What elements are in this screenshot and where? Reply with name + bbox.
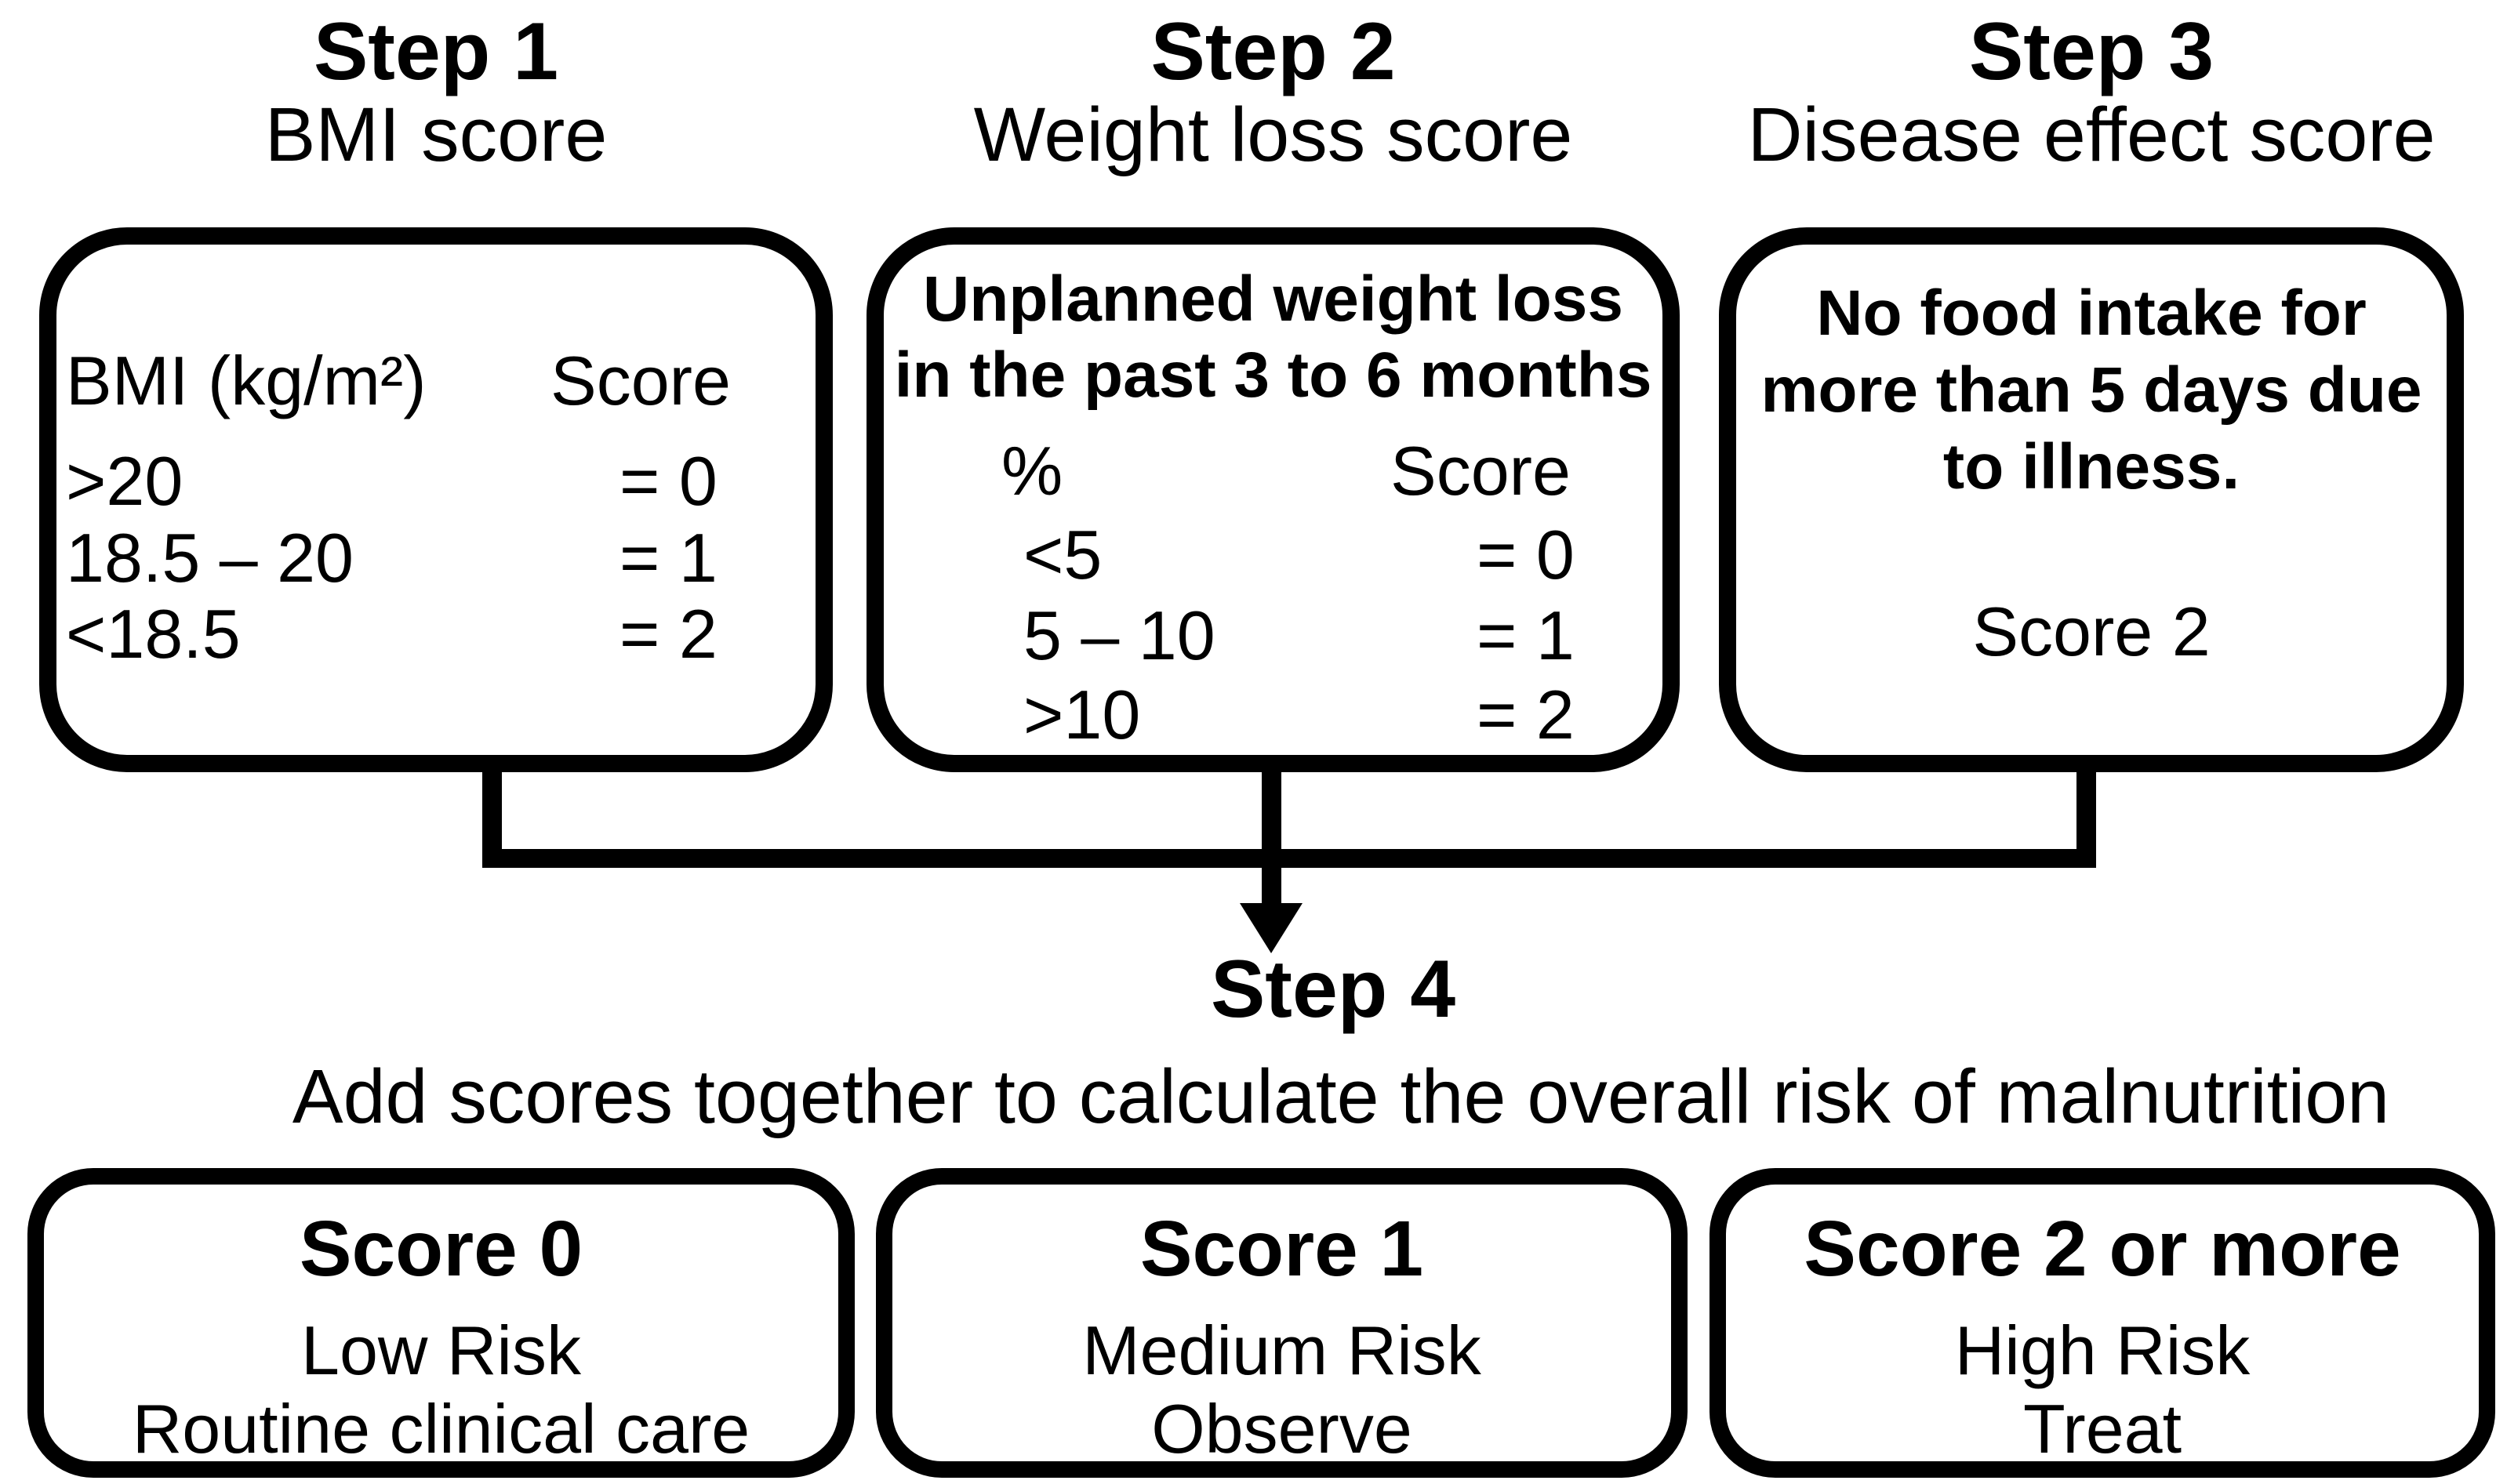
outcome-action-label: Treat bbox=[2022, 1390, 2182, 1468]
weight-loss-row-score: = 1 bbox=[1477, 597, 1575, 674]
connector-arrow-stem bbox=[1262, 757, 1281, 907]
outcome-action-label: Observe bbox=[1151, 1390, 1412, 1468]
bmi-row-range: 18.5 – 20 bbox=[66, 519, 354, 597]
step4-subtitle: Add scores together to calculate the ove… bbox=[292, 1054, 2390, 1139]
weight-loss-row-range: <5 bbox=[1023, 516, 1103, 593]
step3-title: Step 3 bbox=[1968, 6, 2215, 97]
weight-loss-row-score: = 2 bbox=[1477, 676, 1575, 753]
bmi-row-score: = 1 bbox=[619, 519, 718, 597]
down-arrowhead-icon bbox=[1240, 903, 1303, 953]
outcome-score-label: Score 2 or more bbox=[1804, 1205, 2401, 1293]
weight-loss-row-range: 5 – 10 bbox=[1023, 597, 1215, 674]
disease-effect-box: No food intake for more than 5 days due … bbox=[1719, 227, 2464, 772]
outcome-box-medium: Score 1 Medium Risk Observe bbox=[876, 1168, 1688, 1478]
bmi-score-box: BMI (kg/m²) Score >20 = 0 18.5 – 20 = 1 … bbox=[39, 227, 833, 772]
weight-loss-heading-line1: Unplanned weight loss bbox=[923, 263, 1623, 335]
weight-loss-box: Unplanned weight loss in the past 3 to 6… bbox=[867, 227, 1680, 772]
step2-subtitle: Weight loss score bbox=[973, 92, 1573, 178]
step1-title: Step 1 bbox=[313, 6, 559, 97]
outcome-risk-label: High Risk bbox=[1954, 1312, 2251, 1389]
bmi-row-range: <18.5 bbox=[66, 595, 241, 673]
step4-title: Step 4 bbox=[1210, 944, 1456, 1035]
step2-header: Step 2 Weight loss score bbox=[867, 9, 1680, 175]
disease-heading-line1: No food intake for bbox=[1816, 278, 2367, 349]
connector-bar bbox=[482, 849, 2096, 868]
outcome-action-label: Routine clinical care bbox=[132, 1390, 750, 1468]
weight-loss-row-range: >10 bbox=[1023, 676, 1141, 753]
bmi-row-score: = 2 bbox=[619, 595, 718, 673]
weight-loss-heading-line2: in the past 3 to 6 months bbox=[894, 339, 1652, 411]
step1-header: Step 1 BMI score bbox=[39, 9, 833, 175]
outcome-box-high: Score 2 or more High Risk Treat bbox=[1709, 1168, 2495, 1478]
step3-subtitle: Disease effect score bbox=[1747, 92, 2436, 178]
step2-title: Step 2 bbox=[1150, 6, 1396, 97]
step3-header: Step 3 Disease effect score bbox=[1719, 9, 2464, 175]
outcome-risk-label: Medium Risk bbox=[1082, 1312, 1481, 1389]
bmi-header-score: Score bbox=[550, 342, 731, 419]
weight-loss-row-score: = 0 bbox=[1477, 516, 1575, 593]
percent-header: % bbox=[1001, 432, 1063, 510]
weight-loss-header-score: Score bbox=[1390, 432, 1571, 510]
disease-score-label: Score 2 bbox=[1972, 593, 2211, 670]
outcome-box-low: Score 0 Low Risk Routine clinical care bbox=[27, 1168, 855, 1478]
disease-heading-line3: to illness. bbox=[1942, 431, 2240, 503]
step1-subtitle: BMI score bbox=[264, 92, 608, 178]
disease-heading-line2: more than 5 days due bbox=[1760, 354, 2422, 426]
bmi-header-label: BMI (kg/m²) bbox=[66, 342, 427, 419]
outcome-score-label: Score 0 bbox=[299, 1205, 583, 1293]
outcome-risk-label: Low Risk bbox=[301, 1312, 581, 1389]
outcome-score-label: Score 1 bbox=[1139, 1205, 1424, 1293]
bmi-row-score: = 0 bbox=[619, 442, 718, 520]
bmi-row-range: >20 bbox=[66, 442, 183, 520]
